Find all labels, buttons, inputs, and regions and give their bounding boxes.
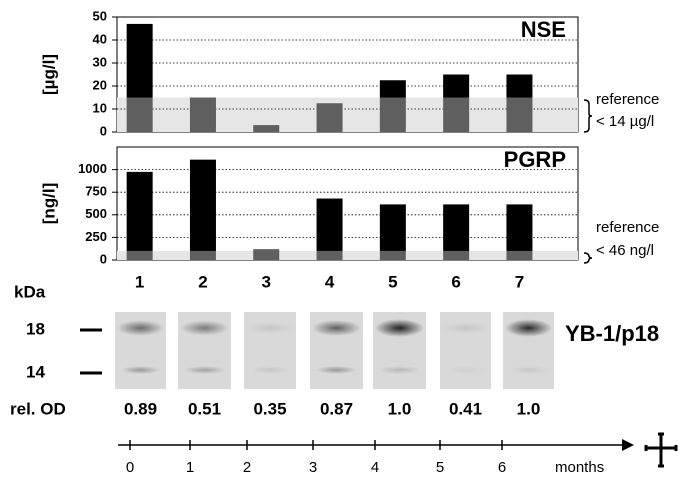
bar-segment bbox=[126, 23, 153, 98]
reference-label: reference bbox=[596, 91, 659, 108]
x-tick-label: 7 bbox=[515, 272, 524, 291]
blot-band bbox=[117, 320, 164, 336]
marker-label: 18 bbox=[26, 319, 45, 338]
timeline-tick-label: 3 bbox=[309, 459, 317, 476]
reference-label: < 46 ng/l bbox=[596, 242, 654, 259]
y-tick-label: 10 bbox=[93, 100, 107, 115]
bar-segment bbox=[506, 97, 533, 132]
blot-band bbox=[505, 319, 552, 337]
blot-band bbox=[379, 366, 420, 374]
blot-band bbox=[250, 366, 290, 374]
timeline-tick-label: 0 bbox=[126, 459, 134, 476]
bar-segment bbox=[506, 74, 533, 98]
timeline-tick-label: 6 bbox=[498, 459, 506, 476]
bar-segment bbox=[506, 250, 533, 260]
x-tick-label: 1 bbox=[135, 272, 144, 291]
blot-band bbox=[509, 366, 548, 374]
y-tick-label: 20 bbox=[93, 77, 107, 92]
bar-segment bbox=[379, 97, 406, 132]
x-tick-label: 4 bbox=[325, 272, 335, 291]
bar-segment bbox=[126, 250, 153, 260]
timeline-tick-label: 2 bbox=[243, 459, 251, 476]
chart-title: NSE bbox=[521, 17, 566, 42]
blot-band bbox=[312, 320, 361, 336]
reference-band bbox=[117, 250, 578, 260]
bar-segment bbox=[316, 198, 343, 251]
rel-od-value: 0.51 bbox=[188, 399, 221, 418]
timeline-tick-label: 1 bbox=[186, 459, 194, 476]
y-tick-label: 1000 bbox=[78, 161, 107, 176]
y-tick-label: 30 bbox=[93, 54, 107, 69]
rel-od-value: 1.0 bbox=[517, 399, 541, 418]
y-tick-label: 250 bbox=[85, 229, 107, 244]
blot-band bbox=[446, 366, 485, 374]
y-tick-label: 50 bbox=[93, 8, 107, 23]
blot-band bbox=[184, 366, 225, 374]
y-tick-label: 0 bbox=[100, 123, 107, 138]
bar-segment bbox=[189, 159, 216, 251]
timeline-tick-label: 5 bbox=[436, 459, 444, 476]
rel-od-value: 0.87 bbox=[320, 399, 353, 418]
reference-brace bbox=[583, 99, 593, 133]
x-tick-label: 2 bbox=[198, 272, 207, 291]
x-tick-label: 5 bbox=[388, 272, 397, 291]
reference-label: reference bbox=[596, 219, 659, 236]
rel-od-value: 1.0 bbox=[388, 399, 412, 418]
x-tick-label: 3 bbox=[262, 272, 271, 291]
bar-segment bbox=[443, 250, 470, 260]
y-axis-label: [ng/l] bbox=[39, 183, 58, 225]
blot-band bbox=[316, 366, 357, 374]
rel-od-value: 0.41 bbox=[449, 399, 482, 418]
bar-segment bbox=[126, 97, 153, 132]
bar-segment bbox=[379, 80, 406, 98]
rel-od-label: rel. OD bbox=[10, 399, 66, 418]
rel-od-value: 0.35 bbox=[253, 399, 286, 418]
rel-od-value: 0.89 bbox=[124, 399, 157, 418]
bar-segment bbox=[126, 171, 153, 251]
bar-segment bbox=[506, 204, 533, 251]
y-tick-label: 500 bbox=[85, 206, 107, 221]
x-tick-label: 6 bbox=[451, 272, 460, 291]
y-tick-label: 0 bbox=[100, 251, 107, 266]
timeline-tick-label: 4 bbox=[371, 459, 379, 476]
chart-title: PGRP bbox=[504, 147, 566, 172]
bar-segment bbox=[443, 204, 470, 251]
y-tick-label: 40 bbox=[93, 31, 107, 46]
y-tick-label: 750 bbox=[85, 184, 107, 199]
timeline-arrow bbox=[622, 439, 634, 451]
blot-band bbox=[442, 321, 489, 335]
timeline-unit: months bbox=[555, 459, 604, 476]
bar-segment bbox=[443, 97, 470, 132]
bar-segment bbox=[443, 74, 470, 98]
bar-segment bbox=[316, 103, 343, 132]
bar-segment bbox=[379, 250, 406, 260]
kda-label: kDa bbox=[14, 282, 46, 301]
death-cross bbox=[644, 432, 678, 468]
bar-segment bbox=[316, 250, 343, 260]
bar-segment bbox=[379, 204, 406, 251]
blot-band bbox=[375, 319, 424, 337]
bar-segment bbox=[189, 250, 216, 260]
reference-label: < 14 µg/l bbox=[596, 113, 654, 130]
bar-segment bbox=[253, 125, 280, 132]
blot-band bbox=[180, 320, 229, 336]
y-axis-label: [µg/l] bbox=[39, 54, 58, 95]
blot-label: YB-1/p18 bbox=[565, 321, 659, 346]
marker-label: 14 bbox=[26, 362, 45, 381]
blot-band bbox=[246, 321, 294, 335]
reference-brace bbox=[583, 252, 593, 264]
bar-segment bbox=[189, 97, 216, 132]
bar-segment bbox=[253, 249, 280, 260]
blot-band bbox=[121, 366, 160, 374]
